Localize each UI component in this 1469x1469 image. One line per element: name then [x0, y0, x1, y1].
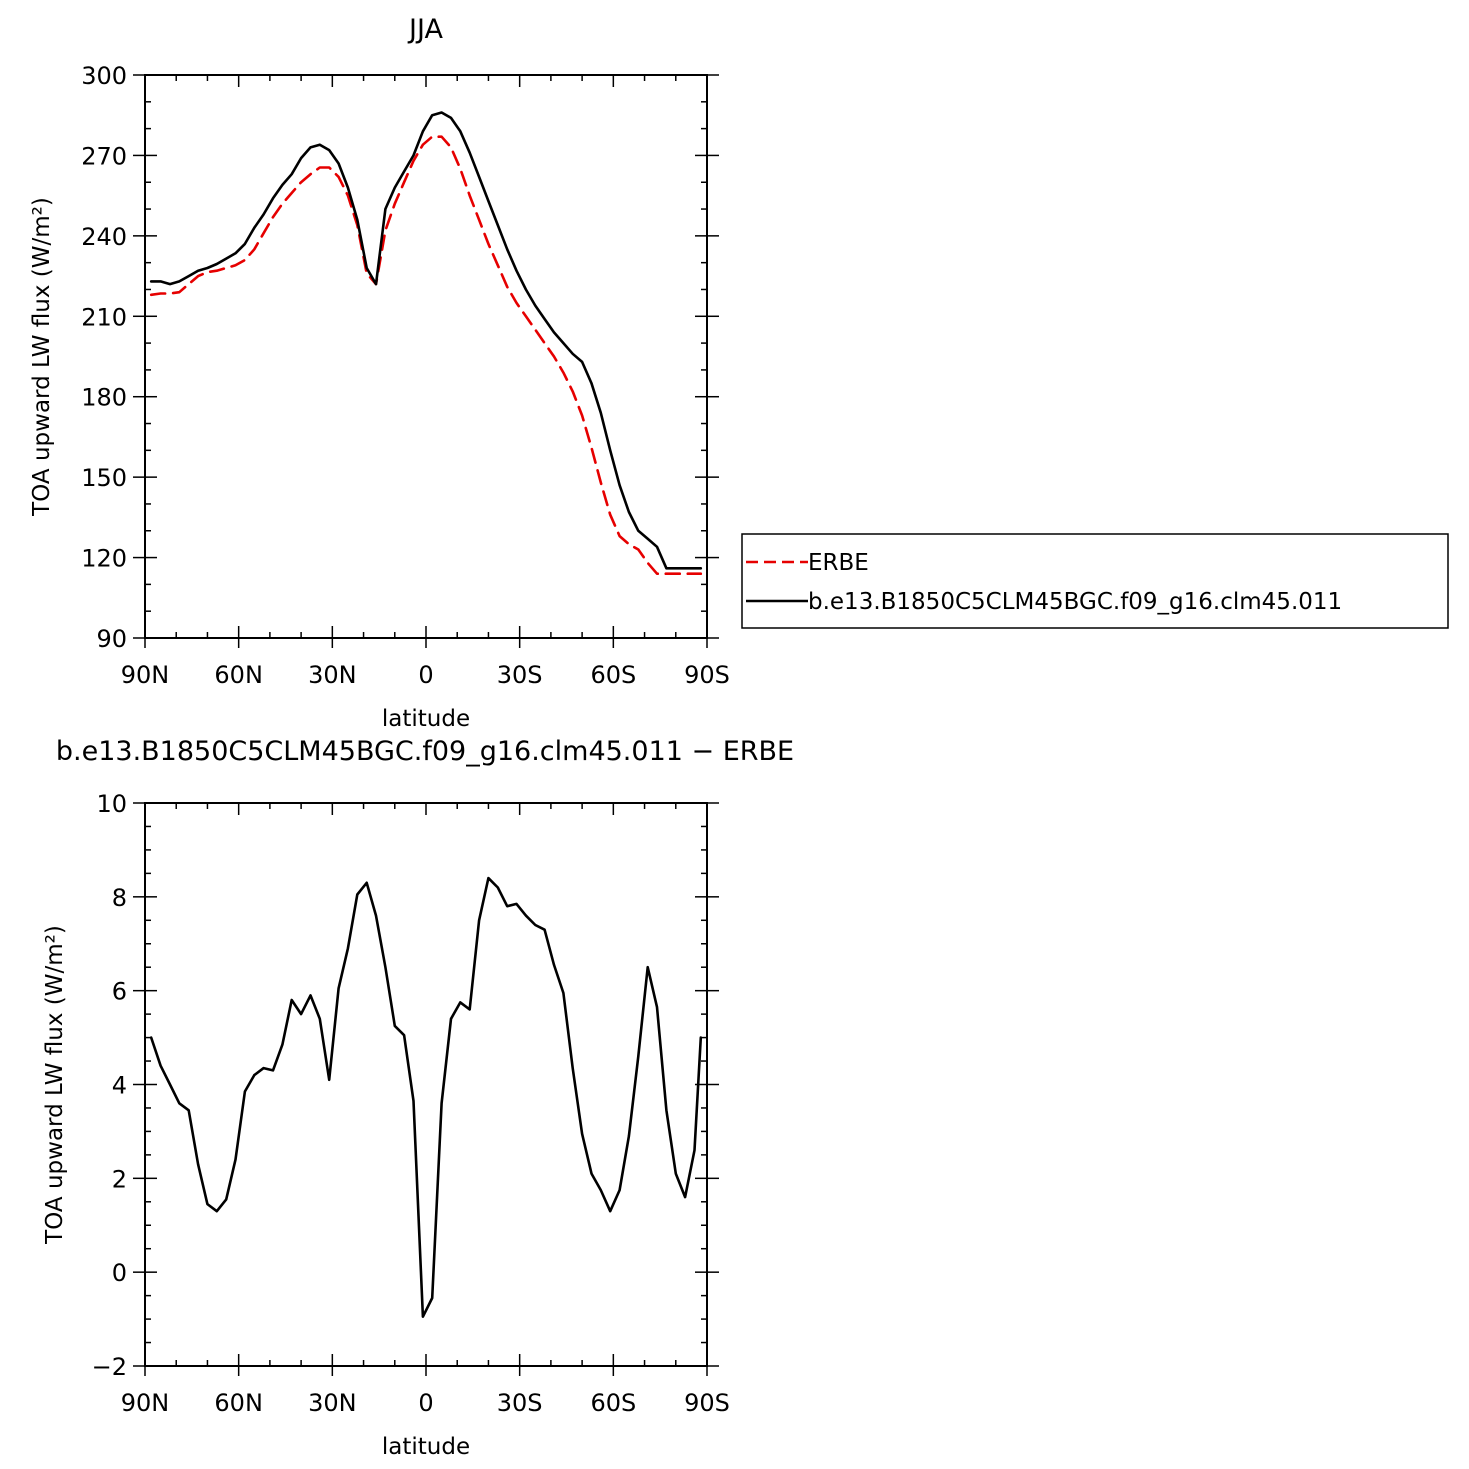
bottom-chart-title: b.e13.B1850C5CLM45BGC.f09_g16.clm45.011 …	[56, 736, 794, 767]
bottom-chart-series	[149, 876, 703, 1318]
y-tick-label: 6	[112, 978, 127, 1006]
x-tick-label: 30S	[497, 661, 543, 689]
x-tick-label: 60S	[590, 1389, 636, 1417]
top-chart-frame	[144, 74, 708, 639]
x-tick-label: 90S	[684, 661, 730, 689]
y-tick-label: 300	[81, 62, 127, 90]
x-tick-label: 60N	[214, 1389, 263, 1417]
legend-label-model: b.e13.B1850C5CLM45BGC.f09_g16.clm45.011	[808, 589, 1342, 615]
bottom-chart: b.e13.B1850C5CLM45BGC.f09_g16.clm45.011 …	[42, 736, 794, 1460]
y-tick-label: 4	[112, 1072, 127, 1100]
y-tick-label: 8	[112, 884, 127, 912]
series-line-1	[149, 111, 703, 570]
y-tick-label: 180	[81, 384, 127, 412]
y-tick-label: 150	[81, 464, 127, 492]
top-chart-x-axis-label: latitude	[382, 706, 470, 732]
y-tick-label: 120	[81, 545, 127, 573]
difference-line	[149, 876, 703, 1318]
bottom-chart-x-axis-label: latitude	[382, 1434, 470, 1460]
x-tick-label: 90N	[121, 1389, 170, 1417]
top-chart-ticks: 90N 60N 30N 0 30S 60S 90S 90 120 150 180 210 240 270 3…	[81, 62, 730, 689]
top-chart: JJA latitude TOA upward LW flux (W/m²) 9…	[29, 14, 730, 732]
y-tick-label: 240	[81, 223, 127, 251]
x-tick-label: 90N	[121, 661, 170, 689]
x-tick-label: 0	[418, 661, 433, 689]
y-tick-label: 0	[112, 1259, 127, 1287]
x-tick-label: 90S	[684, 1389, 730, 1417]
top-chart-title: JJA	[407, 14, 443, 45]
x-tick-label: 30N	[308, 1389, 357, 1417]
x-tick-label: 30N	[308, 661, 357, 689]
legend-box	[741, 533, 1449, 629]
x-tick-label: 60S	[590, 661, 636, 689]
bottom-chart-y-axis-label: TOA upward LW flux (W/m²)	[42, 925, 68, 1245]
x-tick-label: 30S	[497, 1389, 543, 1417]
top-chart-series	[149, 111, 703, 576]
y-tick-label: 2	[112, 1165, 127, 1193]
x-tick-label: 0	[418, 1389, 433, 1417]
bottom-chart-frame	[144, 802, 708, 1367]
legend: ERBE b.e13.B1850C5CLM45BGC.f09_g16.clm45…	[741, 533, 1449, 629]
y-tick-label: 210	[81, 303, 127, 331]
x-tick-label: 60N	[214, 661, 263, 689]
legend-label-erbe: ERBE	[808, 550, 869, 576]
bottom-chart-ticks: 90N 60N 30N 0 30S 60S 90S −2 0 2 4 6 8 10	[92, 790, 730, 1417]
y-tick-label: 90	[96, 625, 127, 653]
top-chart-y-axis-label: TOA upward LW flux (W/m²)	[29, 197, 55, 517]
y-tick-label: 270	[81, 142, 127, 170]
y-tick-label: 10	[96, 790, 127, 818]
series-line-0	[149, 135, 703, 576]
y-tick-label: −2	[92, 1353, 127, 1381]
